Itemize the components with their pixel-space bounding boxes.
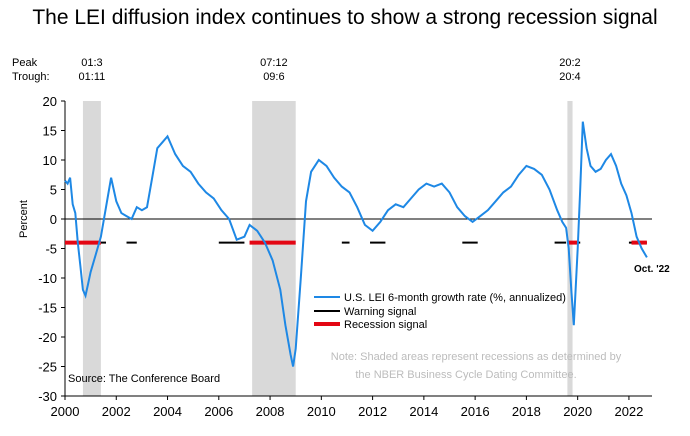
trough-row-label: Trough: bbox=[12, 71, 50, 83]
note-line-1: Note: Shaded areas represent recessions … bbox=[331, 351, 622, 363]
recession-peak-label: 07:12 bbox=[260, 57, 288, 69]
x-tick-label: 2004 bbox=[153, 404, 182, 419]
x-tick-label: 2012 bbox=[358, 404, 387, 419]
x-tick-label: 2006 bbox=[204, 404, 233, 419]
legend-recession-label: Recession signal bbox=[344, 319, 427, 331]
y-tick-label: 0 bbox=[50, 212, 57, 227]
y-tick-label: -10 bbox=[38, 271, 57, 286]
recession-trough-label: 01:11 bbox=[79, 71, 106, 83]
source-label: Source: The Conference Board bbox=[68, 373, 220, 385]
recession-trough-label: 09:6 bbox=[263, 71, 284, 83]
y-tick-label: -25 bbox=[38, 360, 57, 375]
y-tick-label: 20 bbox=[43, 94, 57, 109]
x-tick-label: 2002 bbox=[102, 404, 131, 419]
x-tick-label: 2018 bbox=[512, 404, 541, 419]
y-tick-label: 15 bbox=[43, 124, 57, 139]
legend-warning-label: Warning signal bbox=[344, 306, 416, 318]
recession-band bbox=[567, 101, 573, 396]
recession-band bbox=[82, 101, 101, 396]
x-tick-label: 2008 bbox=[256, 404, 285, 419]
x-tick-label: 2010 bbox=[307, 404, 336, 419]
y-tick-label: -15 bbox=[38, 301, 57, 316]
x-tick-label: 2000 bbox=[51, 404, 80, 419]
y-tick-label: 10 bbox=[43, 153, 57, 168]
y-tick-label: -5 bbox=[45, 242, 57, 257]
lei-growth-line bbox=[64, 121, 648, 367]
recession-peak-label: 20:2 bbox=[559, 57, 580, 69]
recession-trough-label: 20:4 bbox=[559, 71, 580, 83]
recession-labels: 01:3 01:11 07:12 09:6 20:2 20:4 bbox=[79, 57, 581, 83]
oct-22-annotation: Oct. '22 bbox=[634, 264, 670, 275]
x-axis-ticks: 2000 2002 2004 2006 2008 2010 2012 2014 2016 2018… bbox=[51, 396, 643, 419]
legend: U.S. LEI 6-month growth rate (%, annuali… bbox=[314, 292, 566, 331]
y-tick-label: 5 bbox=[50, 183, 57, 198]
legend-lei-label: U.S. LEI 6-month growth rate (%, annuali… bbox=[344, 292, 566, 304]
note-line-2: the NBER Business Cycle Dating Committee… bbox=[355, 369, 576, 381]
x-tick-label: 2020 bbox=[563, 404, 592, 419]
x-tick-label: 2014 bbox=[409, 404, 438, 419]
y-axis-ticks: 20 15 10 5 0 -5 -10 -15 -20 -25 -30 bbox=[38, 94, 65, 404]
y-tick-label: -20 bbox=[38, 330, 57, 345]
x-tick-label: 2016 bbox=[461, 404, 490, 419]
y-axis-label: Percent bbox=[18, 200, 30, 238]
y-tick-label: -30 bbox=[38, 389, 57, 404]
recession-peak-label: 01:3 bbox=[81, 57, 102, 69]
chart-title: The LEI diffusion index continues to sho… bbox=[32, 6, 658, 29]
peak-row-label: Peak bbox=[12, 57, 38, 69]
x-tick-label: 2022 bbox=[614, 404, 643, 419]
